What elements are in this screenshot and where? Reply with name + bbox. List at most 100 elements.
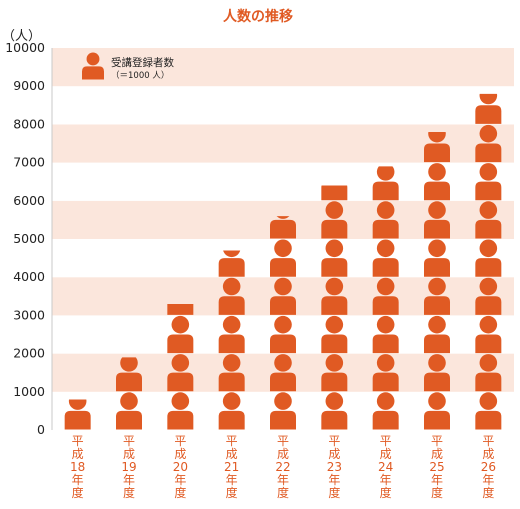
grid-band <box>52 48 514 87</box>
x-category-label: 成 <box>277 447 289 461</box>
x-category-label: 成 <box>72 447 84 461</box>
y-tick-label: 2000 <box>13 346 45 361</box>
x-category-label: 平 <box>72 434 84 448</box>
y-axis-unit-label: （人） <box>2 29 41 44</box>
grid-band <box>52 86 514 125</box>
x-category-label: 度 <box>431 485 443 500</box>
x-category-label: 20 <box>173 460 188 474</box>
person-icon <box>475 124 502 163</box>
x-category-label: 年 <box>72 473 84 487</box>
x-category-label: 平 <box>431 434 443 448</box>
person-icon <box>218 354 245 392</box>
x-category-label: 23 <box>327 460 342 474</box>
partial-person-icon <box>270 216 296 239</box>
person-icon <box>424 354 450 392</box>
y-tick-label: 10000 <box>5 40 45 55</box>
chart-title: 人数の推移 <box>223 8 293 25</box>
y-tick-label: 9000 <box>13 78 45 93</box>
x-category-label: 度 <box>226 485 238 500</box>
person-icon <box>321 277 348 315</box>
icon-column <box>372 166 399 430</box>
person-icon <box>167 392 194 430</box>
person-icon <box>475 354 502 392</box>
person-icon <box>475 201 502 239</box>
icon-column <box>116 357 142 430</box>
legend-person-icon <box>82 52 104 80</box>
x-category-label: 18 <box>70 460 85 474</box>
person-icon <box>424 277 450 315</box>
x-category-label: 平 <box>380 434 392 448</box>
x-category-label: 24 <box>378 460 393 474</box>
x-category-label: 25 <box>429 460 444 474</box>
x-category-label: 26 <box>481 460 496 474</box>
partial-person-icon <box>167 303 194 315</box>
partial-person-icon <box>64 399 91 430</box>
person-icon <box>424 315 450 354</box>
x-category-label: 年 <box>431 473 443 487</box>
person-icon <box>218 392 245 430</box>
person-icon <box>270 392 296 430</box>
partial-person-icon <box>218 250 245 277</box>
x-category-label: 年 <box>226 473 238 487</box>
person-icon <box>116 392 142 430</box>
icon-column <box>270 216 296 430</box>
person-icon <box>372 354 399 392</box>
x-category-label: 成 <box>123 447 135 461</box>
person-icon <box>372 277 399 315</box>
partial-person-icon <box>321 185 348 201</box>
x-category-label: 成 <box>380 447 392 461</box>
x-category-label: 年 <box>380 473 392 487</box>
x-category-label: 度 <box>380 485 392 500</box>
icon-columns <box>64 93 502 430</box>
person-icon <box>475 315 502 354</box>
icon-column <box>167 303 194 430</box>
x-category-label: 度 <box>123 485 135 500</box>
legend-note: （＝1000 人） <box>111 70 169 81</box>
partial-person-icon <box>475 93 502 124</box>
person-icon <box>270 315 296 354</box>
icon-column <box>424 132 450 430</box>
x-category-label: 年 <box>174 473 186 487</box>
y-tick-label: 7000 <box>13 155 45 170</box>
x-category-label: 19 <box>121 460 136 474</box>
icon-column <box>475 93 502 430</box>
person-icon <box>167 354 194 392</box>
person-icon <box>218 315 245 354</box>
person-icon <box>475 392 502 430</box>
x-category-label: 平 <box>277 434 289 448</box>
x-category-label: 度 <box>328 485 340 500</box>
x-axis-labels: 平成18年度平成19年度平成20年度平成21年度平成22年度平成23年度平成24… <box>70 434 496 500</box>
x-category-label: 年 <box>482 473 494 487</box>
person-icon <box>424 392 450 430</box>
legend-label: 受講登録者数 <box>111 56 174 69</box>
person-icon <box>424 163 450 201</box>
y-tick-label: 3000 <box>13 307 45 322</box>
x-category-label: 度 <box>482 485 494 500</box>
y-tick-label: 4000 <box>13 269 45 284</box>
y-tick-label: 8000 <box>13 116 45 131</box>
person-icon <box>321 392 348 430</box>
partial-person-icon <box>116 357 142 392</box>
person-icon <box>424 239 450 277</box>
person-icon <box>321 354 348 392</box>
x-category-label: 21 <box>224 460 239 474</box>
person-icon <box>218 277 245 315</box>
person-icon <box>270 354 296 392</box>
y-tick-label: 6000 <box>13 193 45 208</box>
x-category-label: 年 <box>277 473 289 487</box>
x-category-label: 平 <box>328 434 340 448</box>
x-category-label: 平 <box>482 434 494 448</box>
y-axis-ticks: 0 1000 2000 3000 4000 5000 6000 7000 8000 9000 100… <box>5 40 45 437</box>
person-icon <box>372 392 399 430</box>
person-icon <box>424 201 450 239</box>
x-category-label: 度 <box>277 485 289 500</box>
y-tick-label: 0 <box>37 422 45 437</box>
person-icon <box>270 239 296 277</box>
icon-column <box>64 399 91 430</box>
person-icon <box>270 277 296 315</box>
y-tick-label: 5000 <box>13 231 45 246</box>
x-category-label: 22 <box>275 460 290 474</box>
x-category-label: 年 <box>328 473 340 487</box>
x-category-label: 度 <box>72 485 84 500</box>
